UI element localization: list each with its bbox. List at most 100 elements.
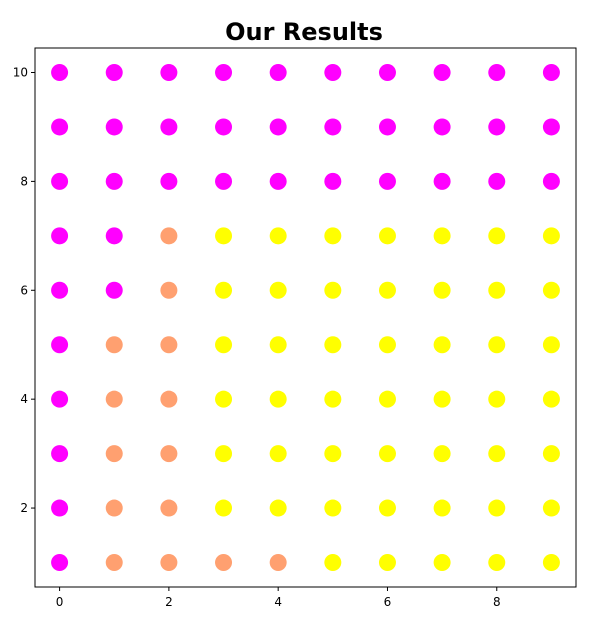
data-point-magenta	[378, 172, 396, 190]
data-point-yellow	[433, 336, 451, 354]
data-point-magenta	[488, 64, 506, 81]
data-point-yellow	[433, 281, 451, 299]
data-point-yellow	[433, 390, 451, 408]
data-point-magenta	[378, 64, 396, 81]
x-tick-label: 8	[493, 595, 501, 609]
data-point-yellow	[488, 390, 506, 408]
data-point-magenta	[160, 118, 178, 136]
data-point-magenta	[51, 281, 69, 299]
data-point-yellow	[215, 499, 233, 517]
data-point-yellow	[542, 390, 560, 408]
data-point-magenta	[433, 118, 451, 136]
data-point-yellow	[488, 445, 506, 463]
data-point-magenta	[160, 64, 178, 81]
data-point-magenta	[51, 499, 69, 517]
data-point-orange	[105, 499, 123, 517]
data-point-magenta	[51, 118, 69, 136]
data-point-yellow	[269, 336, 287, 354]
data-point-yellow	[433, 445, 451, 463]
data-point-magenta	[324, 118, 342, 136]
data-point-yellow	[269, 390, 287, 408]
data-point-orange	[160, 390, 178, 408]
data-point-yellow	[378, 554, 396, 571]
data-point-yellow	[378, 336, 396, 354]
data-point-yellow	[324, 390, 342, 408]
data-point-magenta	[105, 281, 123, 299]
data-point-magenta	[433, 172, 451, 190]
data-point-orange	[105, 554, 123, 571]
data-point-yellow	[269, 499, 287, 517]
data-point-magenta	[51, 554, 69, 571]
data-point-yellow	[324, 227, 342, 245]
data-point-magenta	[488, 172, 506, 190]
data-point-yellow	[433, 554, 451, 571]
data-point-magenta	[269, 172, 287, 190]
data-point-yellow	[215, 227, 233, 245]
data-point-orange	[215, 554, 233, 571]
data-point-orange	[105, 445, 123, 463]
data-point-magenta	[378, 118, 396, 136]
data-point-magenta	[51, 390, 69, 408]
data-point-yellow	[378, 227, 396, 245]
y-tick-label: 2	[20, 501, 28, 515]
data-point-yellow	[378, 281, 396, 299]
data-point-yellow	[378, 445, 396, 463]
data-point-magenta	[51, 227, 69, 245]
chart-title: Our Results	[225, 18, 383, 46]
data-point-yellow	[269, 281, 287, 299]
data-point-magenta	[269, 64, 287, 81]
data-point-yellow	[488, 281, 506, 299]
data-point-yellow	[324, 499, 342, 517]
data-point-magenta	[105, 172, 123, 190]
data-point-magenta	[105, 227, 123, 245]
y-tick-label: 8	[20, 174, 28, 188]
data-point-magenta	[105, 64, 123, 81]
data-point-magenta	[542, 118, 560, 136]
data-point-magenta	[324, 64, 342, 81]
data-point-magenta	[215, 64, 233, 81]
data-point-yellow	[215, 281, 233, 299]
data-point-orange	[160, 281, 178, 299]
data-point-yellow	[488, 336, 506, 354]
data-point-magenta	[105, 118, 123, 136]
x-tick-label: 6	[384, 595, 392, 609]
data-point-magenta	[542, 172, 560, 190]
data-point-magenta	[324, 172, 342, 190]
x-tick-label: 0	[56, 595, 64, 609]
data-point-magenta	[160, 172, 178, 190]
data-point-yellow	[269, 227, 287, 245]
y-tick-label: 10	[13, 66, 28, 80]
data-point-yellow	[488, 499, 506, 517]
data-point-yellow	[488, 227, 506, 245]
data-point-magenta	[51, 336, 69, 354]
data-point-yellow	[542, 554, 560, 571]
data-point-yellow	[324, 554, 342, 571]
y-tick-label: 4	[20, 392, 28, 406]
y-axis: 2 4 6 8 10	[13, 66, 35, 515]
data-point-yellow	[542, 227, 560, 245]
data-point-orange	[160, 445, 178, 463]
data-point-magenta	[542, 64, 560, 81]
data-point-yellow	[324, 336, 342, 354]
data-point-yellow	[433, 227, 451, 245]
y-tick-label: 6	[20, 283, 28, 297]
data-point-yellow	[542, 445, 560, 463]
plot-area	[34, 47, 577, 588]
x-tick-label: 4	[274, 595, 282, 609]
data-point-yellow	[542, 336, 560, 354]
data-point-magenta	[488, 118, 506, 136]
data-point-yellow	[433, 499, 451, 517]
x-tick-label: 2	[165, 595, 173, 609]
data-point-magenta	[51, 64, 69, 81]
data-point-yellow	[324, 445, 342, 463]
data-point-yellow	[324, 281, 342, 299]
data-point-yellow	[215, 445, 233, 463]
data-point-orange	[105, 336, 123, 354]
data-point-orange	[269, 554, 287, 571]
data-point-yellow	[542, 499, 560, 517]
data-point-yellow	[215, 390, 233, 408]
data-point-magenta	[215, 172, 233, 190]
data-point-orange	[160, 336, 178, 354]
data-point-orange	[160, 227, 178, 245]
